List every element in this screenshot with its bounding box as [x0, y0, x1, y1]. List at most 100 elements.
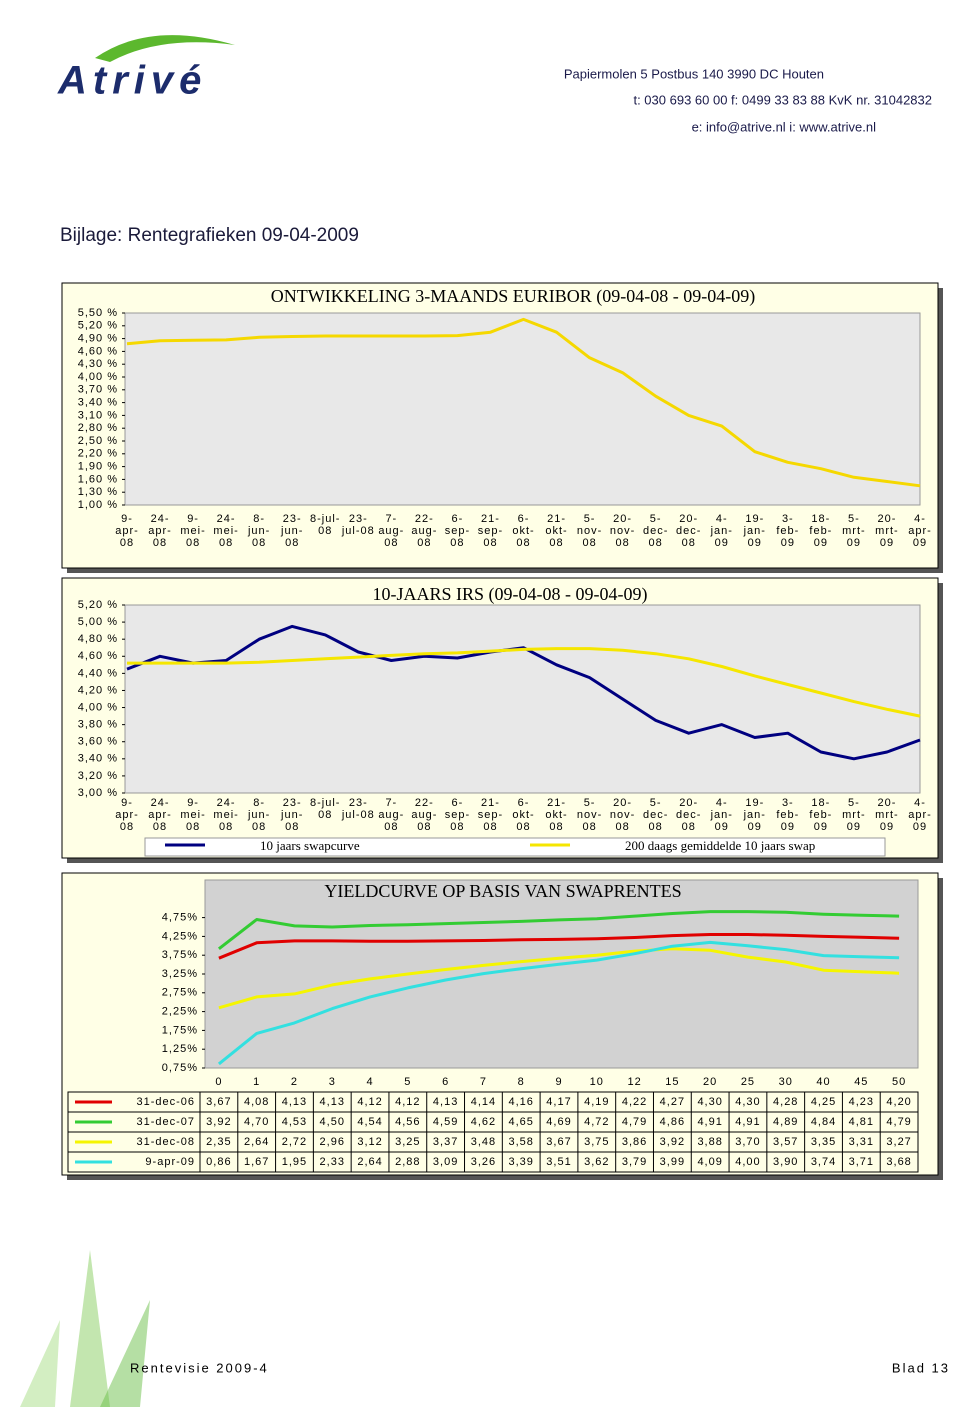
decoration [20, 1320, 60, 1407]
x-tick-label-box: 9-mei-08 [180, 513, 204, 549]
footer-left: Rentevisie 2009-4 [130, 1360, 269, 1375]
table-cell: 4,30 [697, 1096, 722, 1108]
table-cell: 3,26 [471, 1156, 496, 1168]
x-tick-label-box: 5-dec-08 [643, 797, 667, 833]
x-tick-label-box: 20-nov-08 [609, 797, 636, 833]
y-tick-label: 5,00 % [78, 616, 118, 628]
x-tick-label: 24-mei-08 [213, 797, 239, 833]
table-cell: 4,79 [886, 1116, 911, 1128]
y-tick-label: 4,25% [162, 930, 198, 942]
y-tick-label: 3,00 % [78, 787, 118, 799]
x-tick-label-box: 5-dec-08 [643, 513, 667, 549]
y-tick-label: 3,10 % [78, 409, 118, 421]
y-tick-label: 3,20 % [78, 770, 118, 782]
x-tick-label-box: 21-okt-08 [545, 797, 568, 833]
x-tick-label-box: 5-mrt-09 [842, 513, 865, 549]
table-cell: 0,86 [206, 1156, 231, 1168]
table-cell: 4,79 [622, 1116, 647, 1128]
phone: t: 030 693 60 00 f: 0499 33 83 88 KvK nr… [633, 92, 932, 107]
x-tick-label: 6-okt-08 [512, 513, 535, 549]
x-tick-label: 23-jul-08 [341, 513, 375, 537]
table-cell: 3,27 [886, 1136, 911, 1148]
table-cell: 4,28 [773, 1096, 798, 1108]
table-cell: 3,51 [546, 1156, 571, 1168]
table-cell: 4,72 [584, 1116, 609, 1128]
x-tick-label-box: 23-jul-08 [341, 513, 375, 537]
table-cell: 3,31 [849, 1136, 874, 1148]
x-tick-label-box: 8-jun-08 [248, 513, 269, 549]
y-tick-label: 2,25% [162, 1006, 198, 1018]
table-header: 9 [555, 1076, 562, 1088]
table-cell: 4,81 [849, 1116, 874, 1128]
x-tick-label: 21-sep-08 [477, 797, 504, 833]
table-header: 8 [518, 1076, 525, 1088]
table-cell: 4,16 [508, 1096, 533, 1108]
x-tick-label-box: 20-dec-08 [676, 513, 700, 549]
logo-swoosh [95, 35, 235, 62]
table-cell: 3,86 [622, 1136, 647, 1148]
table-cell: 1,95 [282, 1156, 307, 1168]
x-tick-label-box: 19-jan-09 [744, 513, 765, 549]
x-tick-label-box: 24-mei-08 [213, 513, 239, 549]
x-tick-label-box: 23-jun-08 [281, 513, 302, 549]
table-header: 3 [329, 1076, 336, 1088]
x-tick-label-box: 6-sep-08 [445, 797, 469, 833]
table-header: 40 [816, 1076, 830, 1088]
plot-area [124, 604, 921, 794]
x-tick-label-box: 20-mrt-09 [875, 797, 898, 833]
y-tick-label: 3,40 % [78, 397, 118, 409]
y-tick-label: 3,40 % [78, 753, 118, 765]
table-cell: 3,09 [433, 1156, 458, 1168]
y-tick-label: 1,75% [162, 1024, 198, 1036]
table-cell: 4,09 [697, 1156, 722, 1168]
x-tick-label: 18-feb-09 [809, 513, 833, 549]
table-cell: 4,54 [357, 1116, 382, 1128]
x-tick-label: 4-jan-09 [710, 513, 733, 549]
plot-area [204, 879, 919, 1069]
table-cell: 3,62 [584, 1156, 609, 1168]
chart-title: ONTWIKKELING 3-MAANDS EURIBOR (09-04-08 … [271, 286, 755, 307]
y-tick-label: 4,30 % [78, 358, 118, 370]
y-tick-label: 5,20 % [78, 320, 118, 332]
series-line [218, 933, 900, 960]
table-cell: 4,13 [282, 1096, 307, 1108]
table-cell: 3,37 [433, 1136, 458, 1148]
x-tick-label: 20-nov-08 [609, 797, 636, 833]
x-tick-label-box: 4-jan-09 [710, 513, 733, 549]
table-header: 15 [665, 1076, 679, 1088]
table-cell: 4,00 [735, 1156, 760, 1168]
table-header: 50 [892, 1076, 906, 1088]
series-line [218, 947, 900, 1010]
x-tick-label-box: 19-jan-09 [744, 797, 765, 833]
y-tick-label: 4,00 % [78, 701, 118, 713]
x-tick-label: 4-jan-09 [710, 797, 733, 833]
legend-label: 31-dec-08 [136, 1136, 195, 1148]
x-tick-label-box: 7-aug-08 [378, 797, 403, 833]
table-cell: 3,57 [773, 1136, 798, 1148]
y-tick-label: 1,90 % [78, 461, 118, 473]
table-cell: 3,79 [622, 1156, 647, 1168]
y-tick-label: 1,30 % [78, 486, 118, 498]
x-tick-label: 8-jul-08 [310, 797, 341, 821]
x-tick-label: 8-jul-08 [310, 513, 341, 537]
table-cell: 4,27 [660, 1096, 685, 1108]
chart-title: YIELDCURVE OP BASIS VAN SWAPRENTES [324, 881, 681, 901]
x-tick-label: 24-apr-08 [148, 797, 172, 833]
y-tick-label: 3,80 % [78, 719, 118, 731]
y-tick-label: 2,20 % [78, 448, 118, 460]
table-cell: 4,13 [320, 1096, 345, 1108]
table-header: 12 [627, 1076, 641, 1088]
x-tick-label: 6-okt-08 [512, 797, 535, 833]
x-tick-label: 24-mei-08 [213, 513, 239, 549]
y-tick-label: 5,50 % [78, 307, 118, 319]
x-tick-label: 21-okt-08 [545, 797, 568, 833]
table-cell: 4,12 [357, 1096, 382, 1108]
table-cell: 3,68 [886, 1156, 911, 1168]
legend [144, 837, 886, 857]
x-tick-label-box: 21-okt-08 [545, 513, 566, 549]
x-tick-label-box: 8-jul-08 [310, 513, 341, 537]
x-tick-label-box: 24-mei-08 [213, 797, 239, 833]
table-cell: 3,35 [811, 1136, 836, 1148]
x-tick-label-box: 22-aug-08 [411, 797, 436, 833]
x-tick-label-box: 4-jan-09 [710, 797, 733, 833]
